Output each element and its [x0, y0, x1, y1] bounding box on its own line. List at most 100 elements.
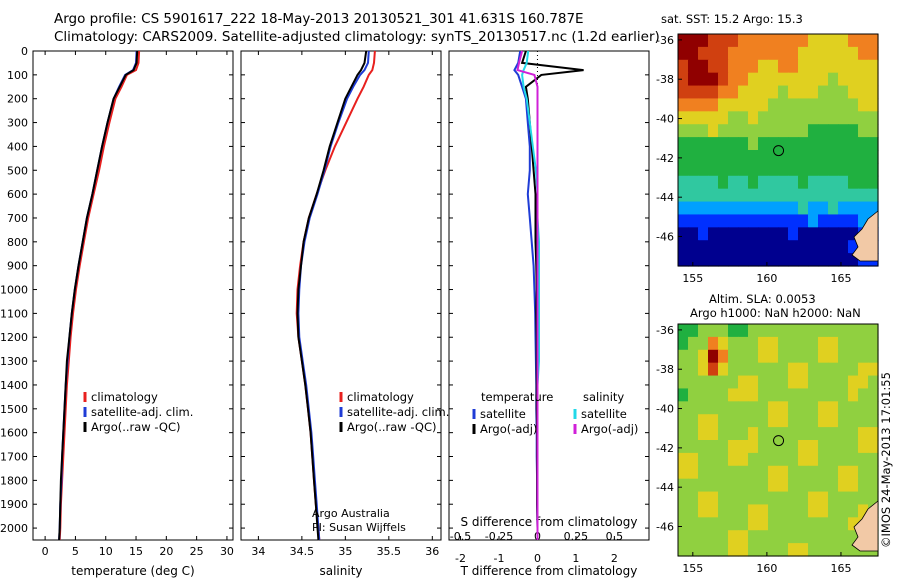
heatmap-cell	[788, 214, 799, 228]
heatmap-cell	[678, 362, 689, 377]
x-tick-label: 155	[682, 272, 703, 285]
heatmap-cell	[788, 388, 799, 402]
heatmap-cell	[798, 175, 809, 190]
heatmap-cell	[768, 478, 779, 493]
heatmap-cell	[688, 59, 699, 74]
heatmap-cell	[768, 336, 779, 351]
heatmap-cell	[778, 414, 789, 428]
heatmap-cell	[838, 414, 849, 428]
heatmap-cell	[818, 517, 829, 531]
heatmap-cell	[728, 362, 739, 377]
heatmap-cell	[778, 59, 789, 74]
x-axis-label: temperature (deg C)	[71, 564, 194, 578]
heatmap-cell	[798, 349, 809, 364]
y-tick-label: -38	[656, 73, 674, 86]
heatmap-cell	[768, 72, 779, 87]
heatmap-cell	[728, 59, 739, 74]
heatmap-cell	[838, 517, 849, 531]
heatmap-cell	[848, 375, 859, 390]
heatmap-cell	[758, 98, 769, 112]
heatmap-cell	[778, 388, 789, 402]
heatmap-cell	[838, 150, 849, 164]
heatmap-cell	[768, 530, 779, 544]
heatmap-cell	[778, 34, 789, 48]
heatmap-cell	[828, 375, 839, 390]
heatmap-cell	[848, 491, 859, 506]
heatmap-cell	[838, 98, 849, 112]
heatmap-cell	[698, 388, 709, 402]
heatmap-cell	[848, 517, 859, 531]
heatmap-cell	[718, 124, 729, 138]
heatmap-cell	[828, 349, 839, 364]
heatmap-cell	[868, 175, 879, 190]
heatmap-cell	[768, 188, 779, 203]
heatmap-cell	[718, 111, 729, 125]
heatmap-cell	[858, 414, 869, 428]
heatmap-cell	[738, 162, 749, 177]
heatmap-cell	[858, 440, 869, 454]
heatmap-cell	[688, 491, 699, 506]
heatmap-cell	[758, 517, 769, 531]
heatmap-cell	[758, 530, 769, 544]
heatmap-cell	[688, 388, 699, 402]
heatmap-cell	[768, 440, 779, 454]
heatmap-cell	[818, 530, 829, 544]
heatmap-cell	[858, 72, 869, 87]
heatmap-cell	[718, 98, 729, 112]
s-tick-label: -0.5	[450, 530, 471, 543]
heatmap-cell	[688, 440, 699, 454]
heatmap-cell	[688, 452, 699, 467]
heatmap-cell	[838, 34, 849, 48]
series-line-1	[297, 50, 370, 541]
heatmap-cell	[718, 543, 729, 557]
heatmap-cell	[778, 253, 789, 267]
heatmap-cell	[748, 188, 759, 203]
heatmap-cell	[838, 452, 849, 467]
heatmap-cell	[678, 452, 689, 467]
heatmap-cell	[748, 124, 759, 138]
heatmap-cell	[838, 227, 849, 241]
heatmap-cell	[808, 452, 819, 467]
heatmap-cell	[818, 440, 829, 454]
heatmap-cell	[778, 150, 789, 164]
heatmap-cell	[678, 440, 689, 454]
heatmap-cell	[678, 162, 689, 177]
heatmap-cell	[818, 214, 829, 228]
x-tick-label: 10	[99, 545, 113, 558]
heatmap-cell	[728, 517, 739, 531]
heatmap-cell	[708, 85, 719, 100]
heatmap-cell	[838, 124, 849, 138]
heatmap-cell	[738, 530, 749, 544]
heatmap-cell	[698, 240, 709, 254]
y-tick-label: 900	[7, 260, 28, 273]
heatmap-cell	[798, 543, 809, 557]
heatmap-cell	[848, 214, 859, 228]
heatmap-cell	[768, 491, 779, 506]
heatmap-cell	[778, 440, 789, 454]
heatmap-cell	[728, 150, 739, 164]
heatmap-cell	[738, 240, 749, 254]
heatmap-cell	[848, 362, 859, 377]
heatmap-cell	[738, 227, 749, 241]
heatmap-cell	[838, 478, 849, 493]
salinity-panel: 34 34.5 35 35.5 36 salinity climatologysatelli…	[240, 50, 449, 578]
heatmap-cell	[818, 465, 829, 480]
heatmap-cell	[748, 517, 759, 531]
heatmap-cell	[818, 175, 829, 190]
y-tick-label: 2000	[0, 522, 28, 535]
heatmap-cell	[768, 401, 779, 415]
heatmap-cell	[708, 34, 719, 48]
heatmap-cell	[828, 214, 839, 228]
heatmap-cell	[728, 491, 739, 506]
heatmap-cell	[718, 150, 729, 164]
heatmap-cell	[688, 478, 699, 493]
heatmap-cell	[858, 452, 869, 467]
heatmap-cell	[828, 452, 839, 467]
heatmap-cell	[828, 240, 839, 254]
heatmap-cell	[678, 111, 689, 125]
heatmap-cell	[808, 98, 819, 112]
y-tick-label: -36	[656, 324, 674, 337]
heatmap-cell	[848, 530, 859, 544]
heatmap-cell	[808, 491, 819, 506]
heatmap-cell	[748, 465, 759, 480]
